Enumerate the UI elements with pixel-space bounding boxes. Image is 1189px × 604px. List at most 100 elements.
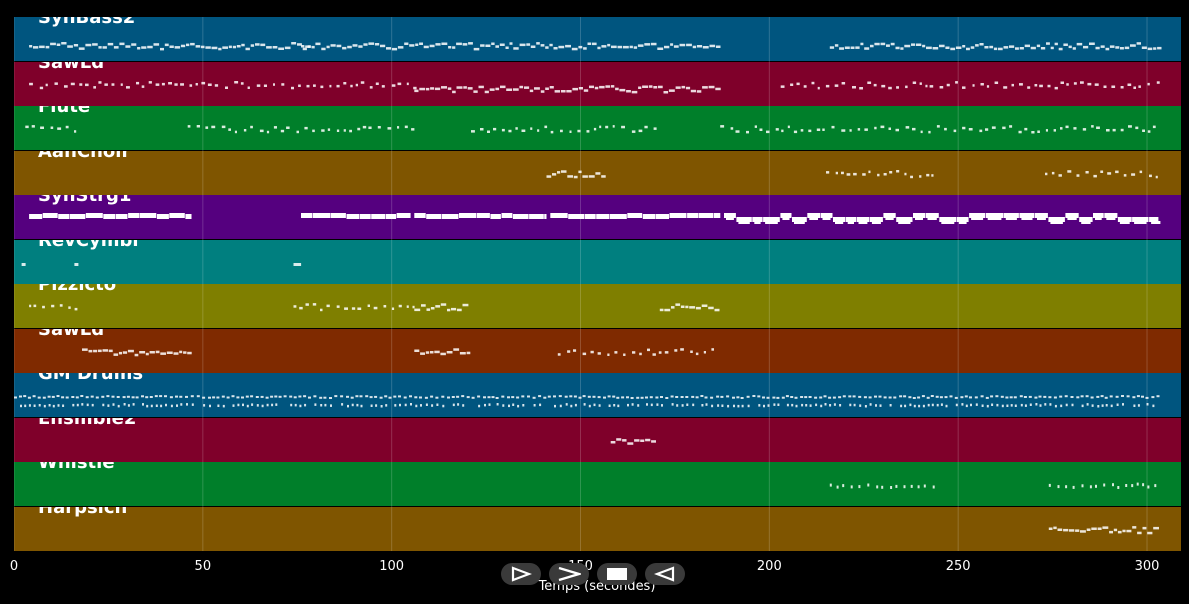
track-row[interactable]: SawLd [14,62,1181,106]
note [42,305,45,309]
note [127,404,130,407]
note [1133,86,1136,89]
note [881,485,884,489]
note [314,403,317,406]
note [311,45,315,49]
note [362,125,367,129]
stop-button[interactable] [597,563,637,585]
fast-forward-button[interactable] [549,563,589,585]
track-row[interactable]: Pizzicto [14,284,1181,328]
note [985,128,989,131]
note [747,404,750,408]
note [726,395,730,398]
track-row[interactable]: Whistle [14,462,1181,506]
note [781,129,784,133]
track-row[interactable]: SawLd [14,329,1181,373]
note [895,128,899,132]
note [1122,403,1124,406]
note [675,303,681,306]
note [1142,129,1145,132]
track-row[interactable]: SynStrg1 [14,195,1181,239]
notes-canvas [610,438,656,445]
note [125,45,131,48]
note [883,213,896,218]
note [680,305,685,308]
note [383,305,387,308]
note [467,87,473,90]
rewind-button[interactable] [645,563,685,585]
note [632,351,636,354]
note [752,395,756,397]
track-row[interactable]: Harpsich [14,507,1181,551]
track-notes [14,195,1181,239]
note [104,83,108,86]
note [505,46,509,49]
note [553,47,558,50]
note [835,171,838,175]
note [1151,221,1161,224]
note [1010,404,1013,407]
note [196,395,200,398]
note [120,83,123,86]
note [695,396,699,399]
note [703,351,706,354]
track-row[interactable]: Ensmble2 [14,418,1181,462]
note [807,213,820,218]
note [941,221,955,224]
note [986,404,989,408]
note [650,42,657,46]
note [716,395,720,398]
note [732,396,735,399]
note [232,45,236,49]
track-row[interactable]: Flute [14,106,1181,150]
note [1065,485,1068,489]
note [281,83,285,86]
note [185,395,188,398]
note [616,438,622,441]
note [57,404,60,407]
note [1053,129,1056,132]
note [1054,42,1058,46]
note [61,396,65,399]
note [686,403,689,406]
note [1156,395,1160,398]
note [550,130,554,134]
note [835,221,844,224]
note [453,348,460,351]
note [1076,396,1080,399]
note [987,217,1002,220]
note [117,404,120,408]
track-row[interactable]: RevCymbl [14,240,1181,284]
note [291,42,297,45]
note [388,396,392,399]
note [1113,528,1118,532]
note [895,484,898,488]
note [657,47,664,50]
note [603,396,606,399]
note [1072,47,1076,50]
note [512,403,515,406]
note [1095,217,1102,220]
note [896,170,900,173]
track-row[interactable]: SynBass2 [14,17,1181,61]
note [51,304,55,308]
note [912,127,916,131]
note [491,396,495,399]
tick-label: 200 [756,559,782,574]
notes-canvas [14,395,1160,408]
note [420,352,425,355]
note [234,130,237,134]
note [1002,126,1006,130]
note [841,82,846,85]
note [430,307,435,310]
play-forward-button[interactable] [501,563,541,585]
note [539,403,542,407]
note [859,87,863,90]
note [98,46,102,49]
track-row[interactable]: GM Drums [14,373,1181,417]
note [746,130,749,134]
note [384,395,388,398]
note [406,305,409,308]
note [92,43,98,46]
track-row[interactable]: AahChoir [14,151,1181,195]
